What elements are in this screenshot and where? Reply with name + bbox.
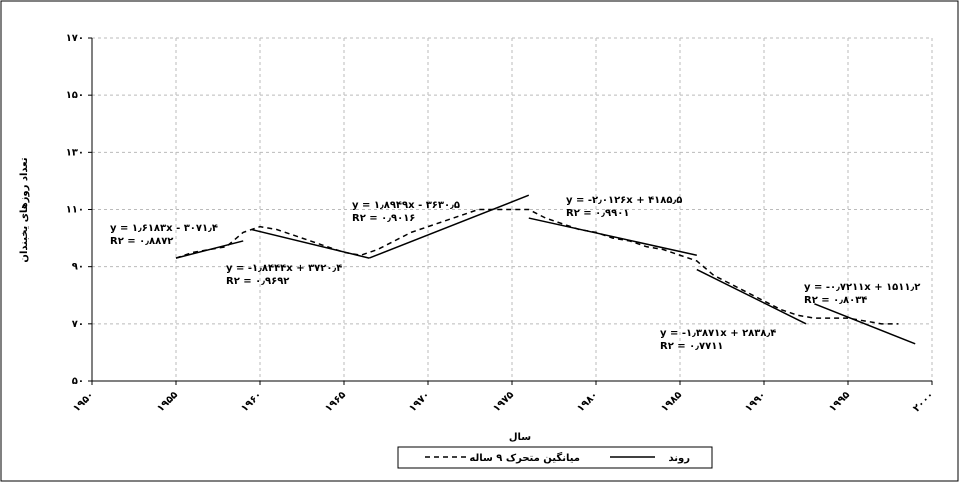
trend-r2: R۲ = ۰٫۸۸۷۲ <box>110 236 173 247</box>
trend-equation: y = ۱٫۶۱۸۳x - ۳۰۷۱٫۴ <box>110 223 218 234</box>
moving-average-line <box>175 208 899 325</box>
trend-line <box>696 268 807 325</box>
legend-label: میانگین متحرک ۹ ساله <box>469 451 580 464</box>
trend-line <box>175 240 244 259</box>
legend-label: روند <box>668 453 690 464</box>
trend-line <box>528 217 697 256</box>
trend-r2: R۲ = ۰٫۹۶۹۲ <box>226 276 289 287</box>
trend-equation: y = -۱٫۸۴۴۴x + ۳۷۲۰٫۴ <box>226 263 342 274</box>
trend-r2: R۲ = ۰٫۹۰۱۶ <box>352 213 415 224</box>
x-axis-label: سال <box>509 432 531 443</box>
trend-line <box>251 228 370 259</box>
y-tick-label: ۱۷۰ <box>66 33 84 44</box>
trend-equation: y = ۱٫۸۹۴۹x - ۳۶۳۰٫۵ <box>352 200 460 211</box>
trend-equation: y = -۰٫۷۲۱۱x + ۱۵۱۱٫۲ <box>804 282 920 293</box>
trend-r2: R۲ = ۰٫۸۰۳۴ <box>804 295 867 306</box>
trend-equation: y = -۲٫۰۱۲۶x + ۴۱۸۵٫۵ <box>566 195 682 206</box>
y-tick-label: ۱۳۰ <box>66 147 84 158</box>
trend-equation: y = -۱٫۳۸۷۱x + ۲۸۳۸٫۴ <box>660 328 776 339</box>
trend-r2: R۲ = ۰٫۷۷۱۱ <box>660 341 723 352</box>
y-tick-label: ۵۰ <box>72 376 84 387</box>
y-tick-label: ۹۰ <box>72 262 84 273</box>
y-axis-label: تعداد روزهای یخبندان <box>19 157 30 262</box>
trend-line <box>814 303 916 345</box>
y-tick-label: ۱۵۰ <box>66 90 84 101</box>
legend <box>397 446 713 469</box>
trend-line <box>368 194 530 259</box>
y-tick-label: ۷۰ <box>72 319 84 330</box>
y-tick-label: ۱۱۰ <box>66 205 84 216</box>
trend-r2: R۲ = ۰٫۹۹۰۱ <box>566 208 629 219</box>
